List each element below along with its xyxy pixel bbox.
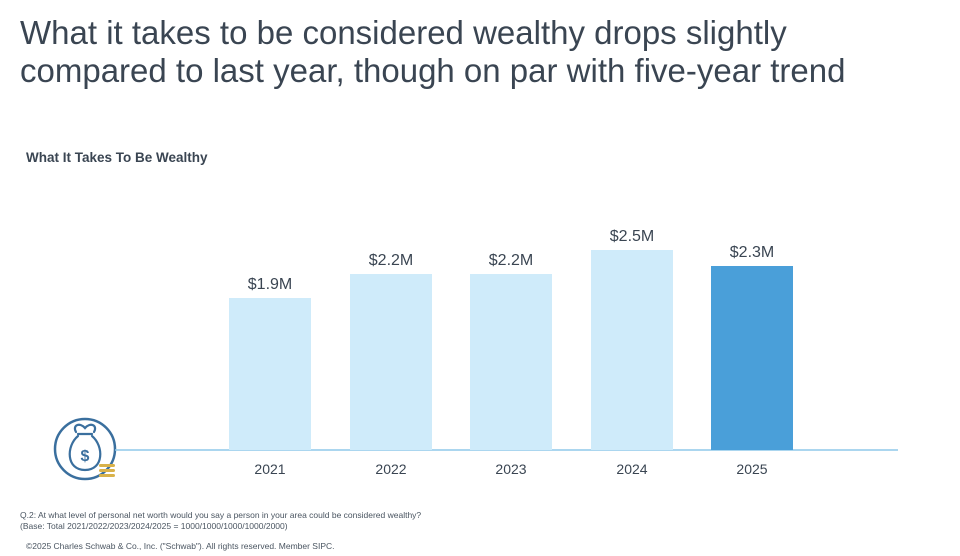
footnote-question: Q.2: At what level of personal net worth… [20,510,422,520]
x-tick-label-2021: 2021 [254,461,285,477]
bar-2024 [591,250,673,450]
bar-2021 [229,298,311,450]
copyright-notice: ©2025 Charles Schwab & Co., Inc. ("Schwa… [26,541,335,551]
money-bag-dollar-icon: $ [53,417,117,481]
x-tick-label-2025: 2025 [736,461,767,477]
x-tick-label-2022: 2022 [375,461,406,477]
headline-line-1: What it takes to be considered wealthy d… [20,14,787,51]
data-label-2023: $2.2M [489,252,533,269]
bar-2023 [470,274,552,450]
bar-2025 [711,266,793,450]
svg-text:$: $ [81,448,90,465]
data-label-2021: $1.9M [248,276,292,293]
x-tick-label-2024: 2024 [616,461,647,477]
headline-line-2: compared to last year, though on par wit… [20,52,846,89]
x-tick-label-2023: 2023 [495,461,526,477]
wealth-bar-chart: $ $1.9M 2021 $2.2M 2022 $2.2M 2023 $2.5M 2024 $2… [53,228,898,481]
survey-footnote: Q.2: At what level of personal net worth… [20,510,421,532]
bar-2022 [350,274,432,450]
chart-title: What It Takes To Be Wealthy [26,150,208,165]
page-headline: What it takes to be considered wealthy d… [20,14,940,90]
data-label-2025: $2.3M [730,244,774,261]
data-label-2024: $2.5M [610,228,654,245]
footnote-base: (Base: Total 2021/2022/2023/2024/2025 = … [20,521,288,531]
data-label-2022: $2.2M [369,252,413,269]
